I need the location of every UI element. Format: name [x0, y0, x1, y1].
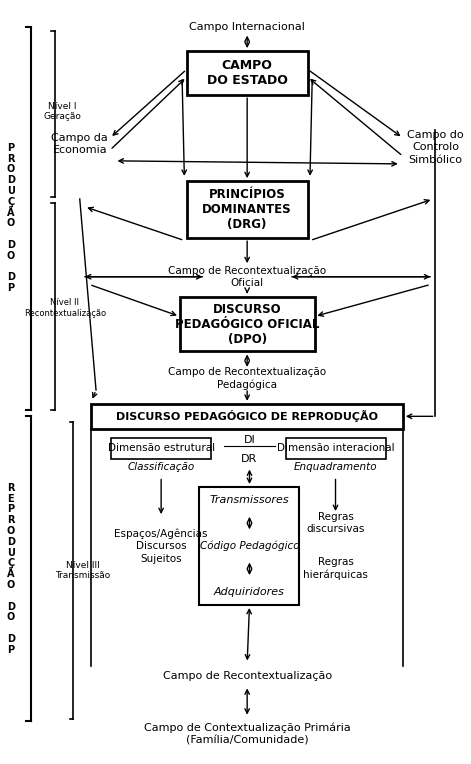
FancyBboxPatch shape	[200, 487, 300, 605]
Text: Nível III
Transmissão: Nível III Transmissão	[55, 561, 110, 580]
FancyBboxPatch shape	[111, 438, 211, 458]
Text: P
R
O
D
U
Ç
Ã
O
 
D
O
 
D
P: P R O D U Ç Ã O D O D P	[7, 143, 15, 293]
Text: Código Pedagógico: Código Pedagógico	[200, 541, 299, 551]
Text: DI: DI	[244, 435, 255, 445]
Text: DISCURSO PEDAGÓGICO DE REPRODUÇÃO: DISCURSO PEDAGÓGICO DE REPRODUÇÃO	[116, 410, 378, 422]
Text: Nível I
Geração: Nível I Geração	[44, 102, 81, 121]
Text: CAMPO
DO ESTADO: CAMPO DO ESTADO	[207, 59, 288, 87]
FancyBboxPatch shape	[285, 438, 385, 458]
Text: Adquiridores: Adquiridores	[214, 587, 285, 597]
Text: Transmissores: Transmissores	[210, 495, 289, 505]
Text: Dimensão interacional: Dimensão interacional	[276, 443, 394, 453]
Text: DISCURSO
PEDAGÓGICO OFICIAL
(DPO): DISCURSO PEDAGÓGICO OFICIAL (DPO)	[175, 303, 319, 345]
Text: Espaços/Agências
Discursos
Sujeitos: Espaços/Agências Discursos Sujeitos	[114, 529, 208, 564]
FancyBboxPatch shape	[187, 51, 308, 96]
FancyBboxPatch shape	[91, 403, 403, 429]
Text: Nível II
Recontextualização: Nível II Recontextualização	[24, 298, 106, 318]
Text: R
E
P
R
O
D
U
Ç
Ã
O
 
D
O
 
D
P: R E P R O D U Ç Ã O D O D P	[7, 483, 15, 655]
Text: Campo de Contextualização Primária
(Família/Comunidade): Campo de Contextualização Primária (Famí…	[144, 723, 350, 746]
Text: DR: DR	[241, 454, 258, 464]
Text: Enquadramento: Enquadramento	[294, 462, 377, 472]
Text: Regras
discursivas: Regras discursivas	[306, 512, 365, 534]
Text: Campo da
Economia: Campo da Economia	[51, 133, 108, 155]
Text: Regras
hierárquicas: Regras hierárquicas	[303, 557, 368, 581]
Text: PRINCÍPIOS
DOMINANTES
(DRG): PRINCÍPIOS DOMINANTES (DRG)	[203, 188, 292, 231]
Text: Campo do
Controlo
Simbólico: Campo do Controlo Simbólico	[407, 130, 464, 164]
Text: Dimensão estrutural: Dimensão estrutural	[107, 443, 215, 453]
Text: Campo de Recontextualização: Campo de Recontextualização	[162, 671, 332, 681]
Text: Campo Internacional: Campo Internacional	[189, 22, 305, 32]
FancyBboxPatch shape	[180, 296, 315, 351]
Text: Campo de Recontextualização
Oficial: Campo de Recontextualização Oficial	[168, 266, 326, 288]
FancyBboxPatch shape	[187, 181, 308, 238]
Text: Classificação: Classificação	[128, 462, 195, 472]
Text: Campo de Recontextualização
Pedagógica: Campo de Recontextualização Pedagógica	[168, 367, 326, 390]
